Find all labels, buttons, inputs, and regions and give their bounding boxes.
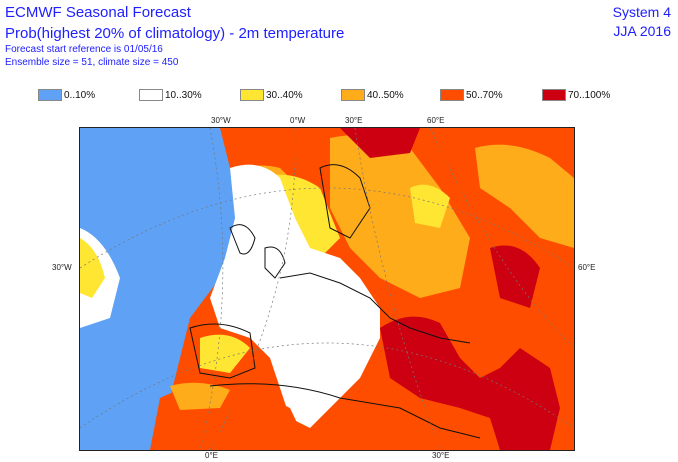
lon-label-top: 60°E: [427, 116, 445, 125]
legend-swatch: [542, 89, 566, 101]
graticule-line: [429, 128, 574, 349]
coastline: [229, 224, 286, 279]
probability-zone-40-50: [475, 144, 574, 248]
probability-zone-40-50: [170, 382, 230, 410]
forecast-reference: Forecast start reference is 01/05/16: [5, 44, 163, 55]
lon-label-top: 30°W: [211, 116, 231, 125]
season-label: JJA 2016: [613, 23, 671, 39]
probability-zone-30-40: [200, 334, 250, 373]
probability-zone-30-40: [80, 238, 105, 298]
legend-item: 30..40%: [240, 88, 303, 102]
lat-label-left: 30°W: [52, 263, 72, 272]
legend-swatch: [139, 89, 163, 101]
probability-zone-30-40: [410, 184, 450, 228]
legend-item: 10..30%: [139, 88, 202, 102]
coastline: [189, 323, 256, 379]
probability-zone-40-50: [330, 134, 470, 298]
legend-swatch: [440, 89, 464, 101]
lon-label-bottom: 30°E: [432, 451, 450, 460]
legend-swatch: [341, 89, 365, 101]
legend-swatch: [240, 89, 264, 101]
probability-map: [79, 127, 575, 451]
legend-item: 50..70%: [440, 88, 503, 102]
legend-label: 40..50%: [367, 89, 404, 101]
probability-zone-70-100: [380, 316, 560, 450]
coastline: [209, 383, 481, 439]
coastline: [279, 272, 471, 344]
legend-label: 70..100%: [568, 89, 611, 101]
legend-swatch: [38, 89, 62, 101]
legend-label: 0..10%: [64, 89, 96, 101]
legend-item: 70..100%: [542, 88, 610, 102]
product-title: ECMWF Seasonal Forecast: [5, 4, 191, 21]
lon-label-top: 30°E: [345, 116, 363, 125]
legend-label: 30..40%: [266, 89, 303, 101]
ensemble-size: Ensemble size = 51, climate size = 450: [5, 57, 179, 68]
chart-title: Prob(highest 20% of climatology) - 2m te…: [5, 25, 345, 42]
coastline: [319, 164, 371, 239]
graticule-line: [199, 128, 224, 450]
legend-label: 10..30%: [165, 89, 202, 101]
probability-zone-70-100: [340, 128, 420, 158]
graticule-line: [80, 342, 574, 429]
probability-zone-10-30: [210, 164, 380, 428]
probability-zone-0-10: [80, 128, 250, 450]
legend-item: 0..10%: [38, 88, 95, 102]
legend-item: 40..50%: [341, 88, 404, 102]
lon-label-bottom: 0°E: [205, 451, 218, 460]
system-label: System 4: [612, 4, 671, 20]
lat-label-right: 60°E: [578, 263, 596, 272]
legend-label: 50..70%: [466, 89, 503, 101]
map-canvas: [80, 128, 574, 450]
lon-label-top: 0°W: [290, 116, 306, 125]
probability-zone-70-100: [490, 245, 540, 308]
